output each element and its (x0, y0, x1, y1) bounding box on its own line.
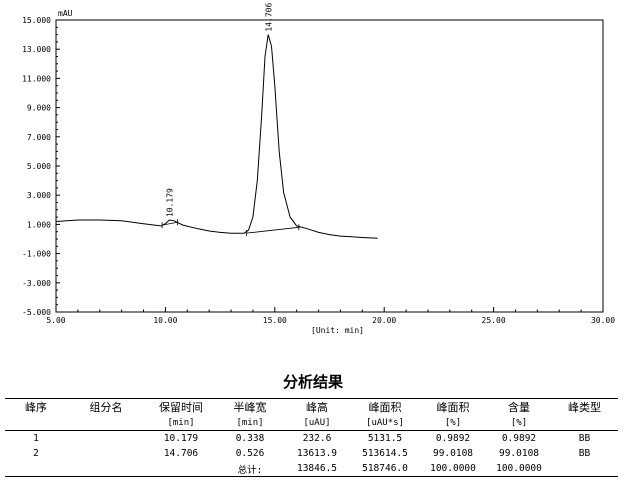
results-table: 峰序 组分名 保留时间 半峰宽 峰高 峰面积 峰面积 含量 峰类型 [min] [min] [uAU… (5, 398, 618, 477)
total-label: 总计: (217, 461, 283, 477)
axes (55, 19, 604, 313)
table-cell: 1 (33, 433, 39, 444)
table-cell: 2 (33, 448, 39, 459)
y-tick-label: -1.000 (22, 250, 51, 259)
table-cell: 232.6 (302, 433, 332, 444)
peak-baseline (246, 226, 299, 234)
peak-labels: 10.179 14.706 (165, 3, 273, 218)
x-tick-label: 15.00 (263, 316, 287, 325)
x-tick-label: 10.00 (153, 316, 177, 325)
header-cell: 峰类型 (551, 398, 618, 415)
total-cell: 518746.0 (351, 461, 419, 477)
header-cell: 半峰宽 (217, 398, 283, 415)
peak-label: 10.179 (165, 188, 174, 217)
x-tick-label: 5.00 (46, 316, 65, 325)
table-cell (67, 431, 145, 447)
x-unit-label: [Unit: min] (311, 326, 364, 335)
table-cell: 99.0108 (498, 448, 540, 459)
x-tick-label: 20.00 (372, 316, 396, 325)
header-cell: 峰高 (283, 398, 351, 415)
header-cell: 组分名 (67, 398, 145, 415)
table-cell: 0.338 (235, 433, 265, 444)
total-cell: 13846.5 (283, 461, 351, 477)
header-cell: 保留时间 (145, 398, 217, 415)
table-cell: 10.179 (163, 433, 199, 444)
y-unit-label: mAU (58, 9, 73, 18)
y-tick-label: 1.000 (27, 220, 51, 229)
table-cell: 13613.9 (296, 448, 338, 459)
table-row: 1 10.179 0.338 232.6 5131.5 0.9892 0.9892 BB (5, 431, 618, 447)
y-tick-label: 7.000 (27, 133, 51, 142)
x-tick-label: 25.00 (482, 316, 506, 325)
unit-cell: [uAU*s] (351, 415, 419, 431)
plot-frame (55, 19, 604, 313)
table-cell: BB (578, 448, 591, 459)
table-cell: 5131.5 (367, 433, 403, 444)
y-tick-label: 15.000 (22, 16, 51, 25)
y-tick-label: -5.000 (22, 308, 51, 317)
total-cell (145, 461, 217, 477)
x-tick-label: 30.00 (591, 316, 615, 325)
unit-cell (5, 415, 67, 431)
unit-cell (67, 415, 145, 431)
total-cell (551, 461, 618, 477)
header-cell: 含量 (487, 398, 551, 415)
unit-cell: [uAU] (283, 415, 351, 431)
header-cell: 峰面积 (351, 398, 419, 415)
results-units-row: [min] [min] [uAU] [uAU*s] [%] [%] (5, 415, 618, 431)
unit-cell: [min] (145, 415, 217, 431)
header-cell: 峰面积 (419, 398, 487, 415)
chromatogram-trace (55, 34, 378, 239)
y-tick-label: -3.000 (22, 279, 51, 288)
y-tick-label: 5.000 (27, 162, 51, 171)
unit-cell (551, 415, 618, 431)
unit-cell: [%] (419, 415, 487, 431)
table-cell: BB (578, 433, 591, 444)
table-cell: 99.0108 (432, 448, 474, 459)
total-cell: 100.0000 (419, 461, 487, 477)
y-ticks: 15.000 13.000 11.000 9.000 7.000 5.000 3.000 1.… (22, 16, 60, 317)
table-cell: 0.526 (235, 448, 265, 459)
x-ticks: 5.00 10.00 15.00 20.00 25.00 30.00 (46, 307, 615, 325)
peak-baseline (162, 221, 178, 226)
y-tick-label: 3.000 (27, 191, 51, 200)
table-cell: 0.9892 (501, 433, 537, 444)
header-cell: 峰序 (5, 398, 67, 415)
table-cell: 0.9892 (435, 433, 471, 444)
table-cell: 14.706 (163, 448, 199, 459)
results-header-row: 峰序 组分名 保留时间 半峰宽 峰高 峰面积 峰面积 含量 峰类型 (5, 398, 618, 415)
unit-cell: [min] (217, 415, 283, 431)
y-tick-label: 13.000 (22, 45, 51, 54)
unit-cell: [%] (487, 415, 551, 431)
total-row: 总计: 13846.5 518746.0 100.0000 100.0000 (5, 461, 618, 477)
results-title: 分析结果 (282, 373, 343, 391)
chromatogram-chart: mAU [Unit: min] 15.000 13.000 11.000 9.000 7… (22, 3, 615, 335)
table-cell (67, 446, 145, 461)
table-row: 2 14.706 0.526 13613.9 513614.5 99.0108 99.010… (5, 446, 618, 461)
y-tick-label: 11.000 (22, 74, 51, 83)
total-cell: 100.0000 (487, 461, 551, 477)
peak-label: 14.706 (264, 3, 273, 32)
table-cell: 513614.5 (362, 448, 408, 459)
y-tick-label: 9.000 (27, 104, 51, 113)
total-cell (5, 461, 67, 477)
total-cell (67, 461, 145, 477)
